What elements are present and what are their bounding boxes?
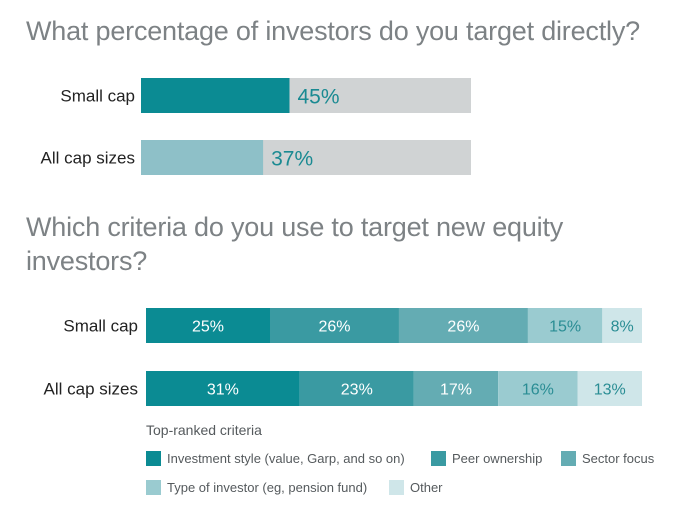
chart2-bar-segment [299, 371, 414, 406]
chart2-value-label: 26% [318, 319, 350, 336]
chart2-title: Which criteria do you use to target new … [26, 212, 564, 276]
chart1-category-label: All cap sizes [41, 149, 135, 168]
chart2-bar-segment [146, 308, 270, 343]
chart1-bar [141, 140, 264, 175]
legend-label: Peer ownership [452, 450, 543, 466]
chart1-bar [141, 78, 290, 113]
legend-item: Other [389, 478, 443, 496]
chart2-value-label: 31% [207, 382, 239, 399]
chart2-bar-segment [498, 371, 578, 406]
legend-label: Type of investor (eg, pension fund) [167, 479, 368, 495]
chart2-value-label: 23% [341, 382, 373, 399]
chart1-value-label: 45% [298, 86, 340, 109]
chart2-bar-segment [527, 308, 603, 343]
legend-swatch [389, 479, 404, 495]
legend-item: Sector focus [561, 449, 654, 467]
legend-item: Type of investor (eg, pension fund) [146, 478, 367, 496]
legend-title: Top-ranked criteria [146, 422, 262, 438]
chart2-value-label: 26% [447, 319, 479, 336]
chart2-value-label: 17% [440, 382, 472, 399]
chart2-category-label: Small cap [63, 317, 138, 336]
chart1-value-label: 37% [271, 148, 313, 171]
chart1-title: What percentage of investors do you targ… [26, 16, 640, 46]
chart2-bar-segment [577, 371, 642, 406]
chart2-value-label: 16% [522, 382, 554, 399]
chart2-bar-segment [413, 371, 499, 406]
legend-swatch [146, 450, 161, 466]
legend-swatch [146, 479, 161, 495]
legend-swatch [561, 450, 576, 466]
legend-item: Peer ownership [431, 449, 542, 467]
legend-label: Investment style (value, Garp, and so on… [167, 450, 405, 466]
chart2-value-label: 15% [549, 319, 581, 336]
chart2-bar-segment [146, 371, 300, 406]
chart2-value-label: 8% [611, 319, 634, 336]
chart2-bar-segment [270, 308, 399, 343]
legend-label: Other [410, 479, 443, 495]
legend-item: Investment style (value, Garp, and so on… [146, 449, 405, 467]
chart1-category-label: Small cap [60, 87, 135, 106]
legend-label: Sector focus [582, 450, 655, 466]
chart2-value-label: 13% [594, 382, 626, 399]
chart2-value-label: 25% [192, 319, 224, 336]
chart2-bar-segment [602, 308, 642, 343]
chart2-category-label: All cap sizes [44, 380, 138, 399]
chart2-bar-segment [398, 308, 528, 343]
legend-swatch [431, 450, 446, 466]
